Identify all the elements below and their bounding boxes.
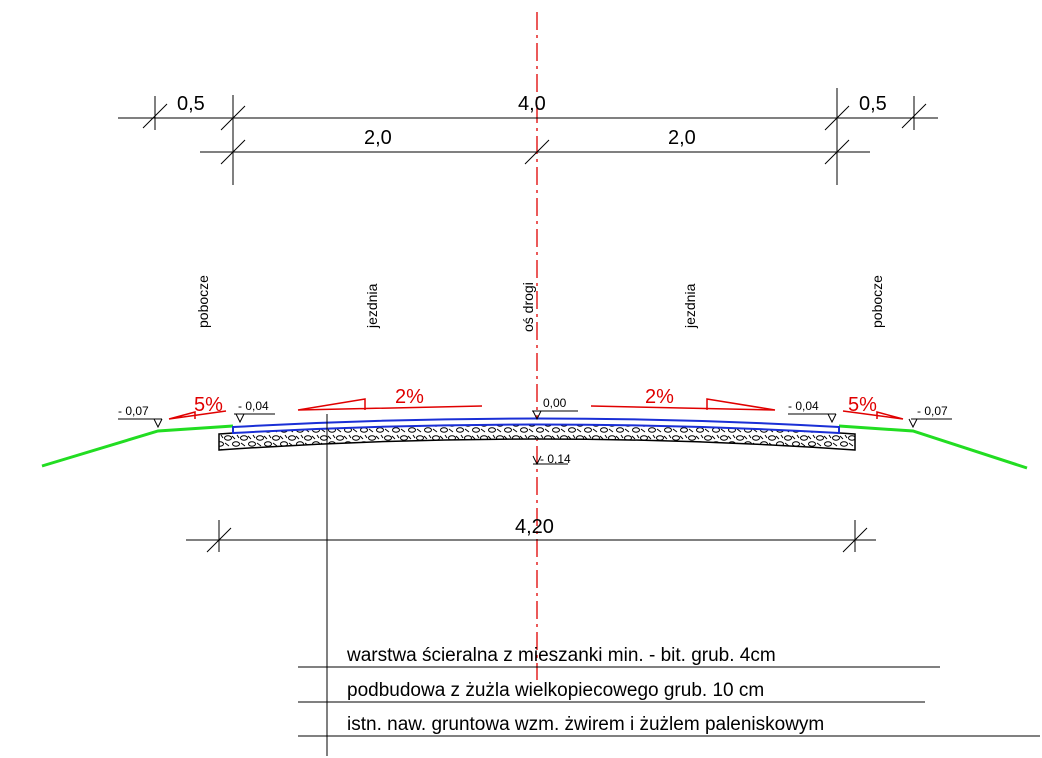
svg-text:5%: 5% <box>848 394 877 416</box>
svg-text:0,00: 0,00 <box>543 396 567 410</box>
tick-mark <box>524 139 550 165</box>
dim-left-shoulder: 0,5 <box>177 93 205 115</box>
svg-text:- 0,04: - 0,04 <box>238 399 269 413</box>
lane-dimension-chain: 2,0 2,0 <box>200 127 870 165</box>
layer-label-wearing-course: warstwa ścieralna z mieszanki min. - bit… <box>346 645 776 666</box>
top-dimension-chain: 0,5 4,0 0,5 <box>118 88 938 185</box>
slope-marker-left-shoulder: 5% <box>168 394 227 420</box>
svg-text:- 0,14: - 0,14 <box>540 452 571 466</box>
svg-text:5%: 5% <box>194 394 223 416</box>
level-marker-axis-top: 0,00 <box>532 396 578 421</box>
tick-mark <box>842 527 868 553</box>
base-dimension-chain: 4,20 <box>186 516 876 553</box>
zone-axis: oś drogi <box>520 282 536 332</box>
svg-text:- 0,07: - 0,07 <box>917 404 948 418</box>
layer-label-base-course: podbudowa z żużla wielkopiecowego grub. … <box>347 680 764 701</box>
dim-base-width: 4,20 <box>515 516 554 538</box>
svg-text:- 0,04: - 0,04 <box>788 399 819 413</box>
slope-marker-right-shoulder: 5% <box>842 394 904 420</box>
level-marker-right-pavement: - 0,04 <box>788 399 837 424</box>
dim-top-total: 4,0 <box>518 93 546 115</box>
zone-left-lane: jezdnia <box>364 283 380 329</box>
level-marker-left-pavement: - 0,04 <box>234 399 275 424</box>
tick-mark <box>824 139 850 165</box>
svg-text:2%: 2% <box>645 386 674 408</box>
level-marker-left-edge: - 0,07 <box>118 404 163 429</box>
zone-right-lane: jezdnia <box>682 283 698 329</box>
right-ground-slope <box>838 424 1028 470</box>
layer-callout: warstwa ścieralna z mieszanki min. - bit… <box>298 414 1040 756</box>
zone-right-shoulder: pobocze <box>869 275 885 328</box>
dim-right-lane: 2,0 <box>668 127 696 149</box>
layer-label-existing-subgrade: istn. naw. gruntowa wzm. żwirem i żużlem… <box>347 714 824 735</box>
svg-text:2%: 2% <box>395 386 424 408</box>
level-marker-right-edge: - 0,07 <box>908 404 952 429</box>
dim-right-shoulder: 0,5 <box>859 93 887 115</box>
wearing-course-layer <box>232 417 840 435</box>
zone-left-shoulder: pobocze <box>195 275 211 328</box>
tick-mark <box>824 105 850 131</box>
svg-text:- 0,07: - 0,07 <box>118 404 149 418</box>
slope-marker-right-lane: 2% <box>590 386 776 411</box>
level-marker-axis-bottom: - 0,14 <box>532 452 571 466</box>
tick-mark <box>220 139 246 165</box>
tick-mark <box>220 105 246 131</box>
dim-left-lane: 2,0 <box>364 127 392 149</box>
tick-mark <box>206 527 232 553</box>
slope-marker-left-lane: 2% <box>297 386 483 411</box>
left-ground-slope <box>41 424 234 468</box>
